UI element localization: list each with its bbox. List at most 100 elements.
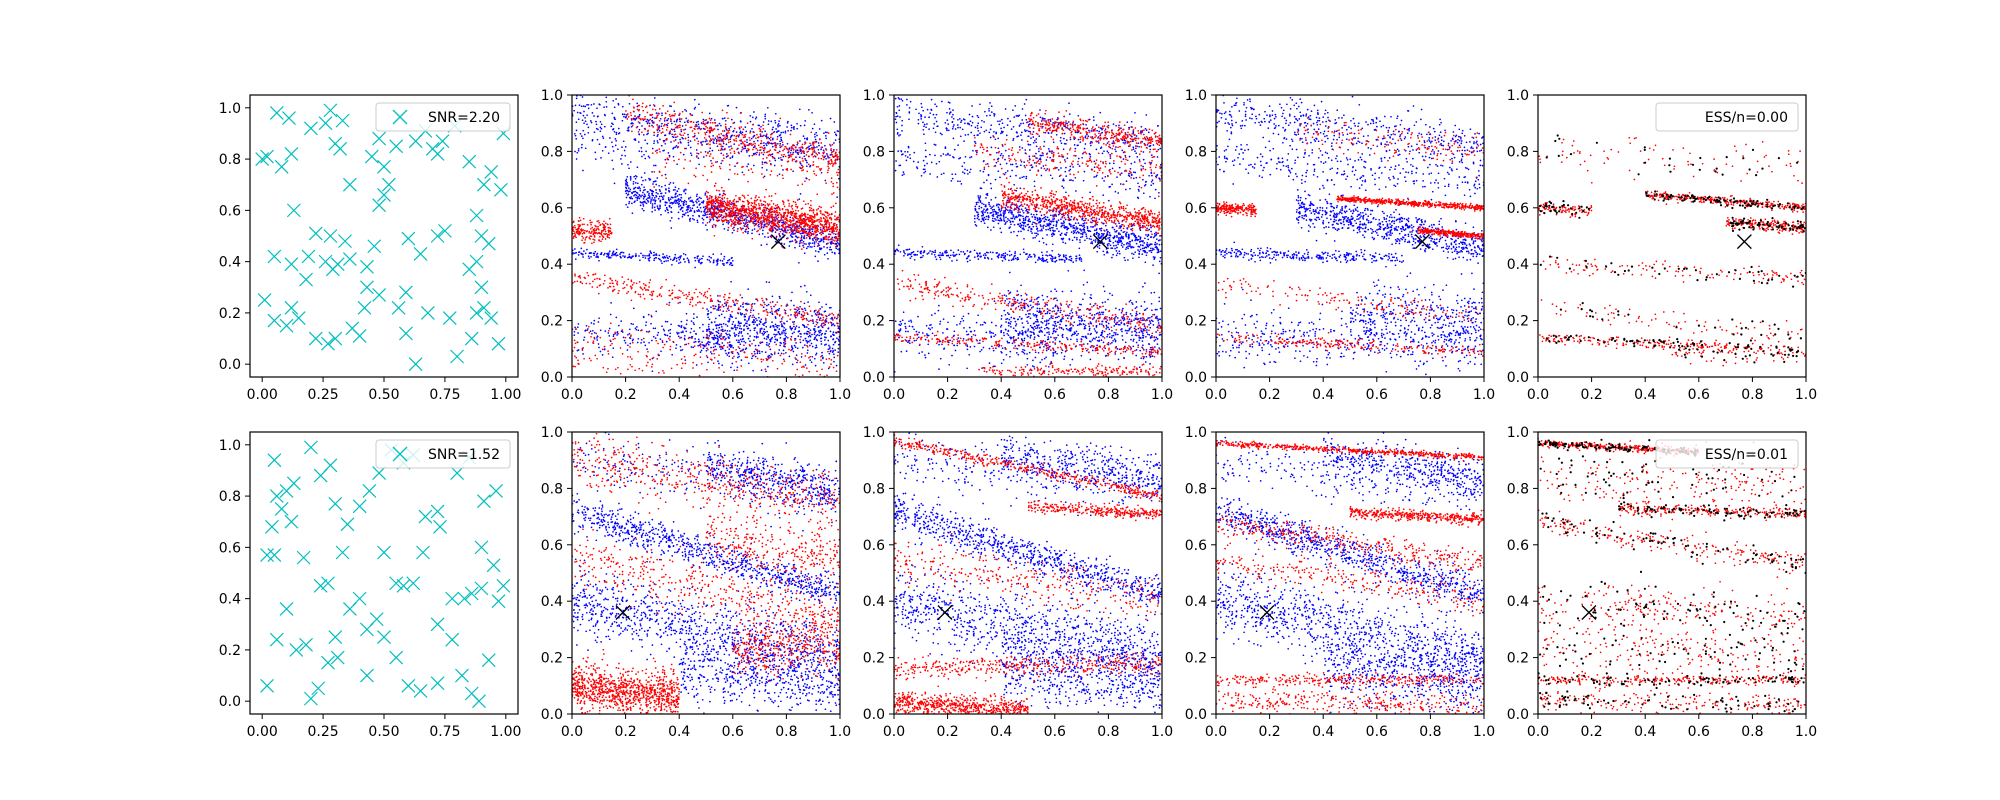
particle-point bbox=[731, 310, 733, 313]
particle-point bbox=[737, 324, 739, 327]
particle-point bbox=[715, 200, 718, 202]
measurement-point bbox=[430, 229, 445, 243]
particle-point bbox=[774, 211, 777, 213]
particle-point bbox=[759, 330, 762, 333]
particle-point bbox=[815, 165, 818, 168]
particle-point bbox=[748, 211, 751, 214]
particle-point bbox=[728, 132, 730, 134]
particle-point bbox=[755, 219, 758, 221]
particle-point bbox=[781, 200, 784, 202]
particle-point bbox=[606, 223, 609, 226]
particle-point bbox=[638, 255, 640, 257]
particle-point bbox=[794, 151, 797, 153]
particle-point bbox=[762, 153, 765, 156]
particle-point bbox=[702, 347, 705, 350]
particle-point bbox=[822, 362, 825, 364]
particle-point bbox=[700, 210, 703, 213]
particle-point bbox=[698, 196, 701, 199]
particle-point bbox=[804, 203, 807, 206]
particle-point bbox=[677, 297, 679, 300]
particle-point bbox=[798, 242, 801, 245]
particle-point bbox=[705, 216, 708, 219]
particle-point bbox=[690, 346, 693, 348]
particle-point bbox=[777, 238, 780, 241]
particle-point bbox=[769, 211, 771, 214]
particle-point bbox=[740, 217, 742, 220]
particle-point bbox=[779, 228, 781, 231]
particle-point bbox=[675, 120, 678, 123]
particle-point bbox=[754, 196, 757, 199]
particle-point bbox=[697, 208, 700, 211]
particle-point bbox=[745, 221, 747, 223]
particle-point bbox=[749, 340, 751, 343]
particle-point bbox=[819, 248, 822, 251]
particle-point bbox=[651, 357, 654, 360]
particle-point bbox=[813, 151, 816, 153]
particle-point bbox=[784, 130, 787, 133]
particle-point bbox=[728, 320, 731, 322]
particle-point bbox=[608, 250, 611, 252]
particle-point bbox=[722, 202, 725, 205]
particle-point bbox=[688, 261, 690, 264]
particle-point bbox=[680, 349, 682, 352]
particle-point bbox=[695, 149, 698, 151]
particle-point bbox=[763, 324, 765, 327]
particle-point bbox=[723, 130, 726, 132]
particle-point bbox=[740, 215, 743, 218]
particle-point bbox=[817, 165, 820, 168]
particle-point bbox=[744, 319, 746, 321]
particle-point bbox=[735, 201, 738, 203]
particle-point bbox=[715, 330, 718, 333]
particle-point bbox=[753, 213, 755, 216]
particle-point bbox=[679, 208, 682, 211]
particle-point bbox=[595, 225, 597, 228]
particle-point bbox=[752, 321, 755, 324]
particle-point bbox=[732, 219, 735, 222]
particle-point bbox=[716, 335, 719, 338]
particle-point bbox=[594, 250, 597, 253]
particle-point bbox=[724, 147, 726, 150]
particle-point bbox=[723, 335, 726, 338]
particle-point bbox=[635, 194, 638, 197]
measurement-point bbox=[413, 247, 428, 261]
particle-point bbox=[722, 205, 725, 208]
particle-point bbox=[589, 120, 592, 122]
particle-point bbox=[696, 206, 699, 209]
particle-point bbox=[731, 316, 734, 319]
particle-point bbox=[751, 357, 753, 360]
particle-point bbox=[827, 367, 830, 370]
particle-point bbox=[817, 310, 820, 313]
particle-point bbox=[677, 335, 680, 338]
particle-point bbox=[596, 138, 599, 141]
particle-point bbox=[827, 169, 829, 171]
particle-point bbox=[774, 304, 777, 306]
particle-point bbox=[652, 327, 655, 330]
particle-point bbox=[722, 305, 725, 308]
particle-point bbox=[574, 275, 576, 277]
particle-point bbox=[680, 200, 683, 203]
particle-point bbox=[712, 215, 715, 218]
particle-point bbox=[798, 231, 801, 234]
particle-point bbox=[717, 258, 719, 261]
particle-point bbox=[801, 227, 804, 230]
particle-point bbox=[751, 316, 754, 319]
particle-point bbox=[806, 319, 808, 321]
particle-point bbox=[673, 120, 676, 123]
particle-point bbox=[802, 316, 804, 318]
particle-point bbox=[820, 343, 823, 345]
particle-point bbox=[651, 192, 653, 195]
particle-point bbox=[659, 190, 662, 192]
particle-point bbox=[719, 295, 721, 297]
particle-point bbox=[749, 130, 752, 133]
particle-point bbox=[815, 234, 817, 236]
particle-point bbox=[811, 228, 814, 230]
particle-point bbox=[781, 159, 784, 161]
particle-point bbox=[630, 119, 633, 121]
particle-point bbox=[659, 258, 661, 261]
particle-point bbox=[730, 210, 733, 213]
particle-point bbox=[674, 126, 677, 129]
particle-point bbox=[778, 212, 781, 214]
particle-point bbox=[644, 195, 647, 197]
particle-point bbox=[806, 234, 809, 236]
particle-point bbox=[689, 298, 692, 301]
